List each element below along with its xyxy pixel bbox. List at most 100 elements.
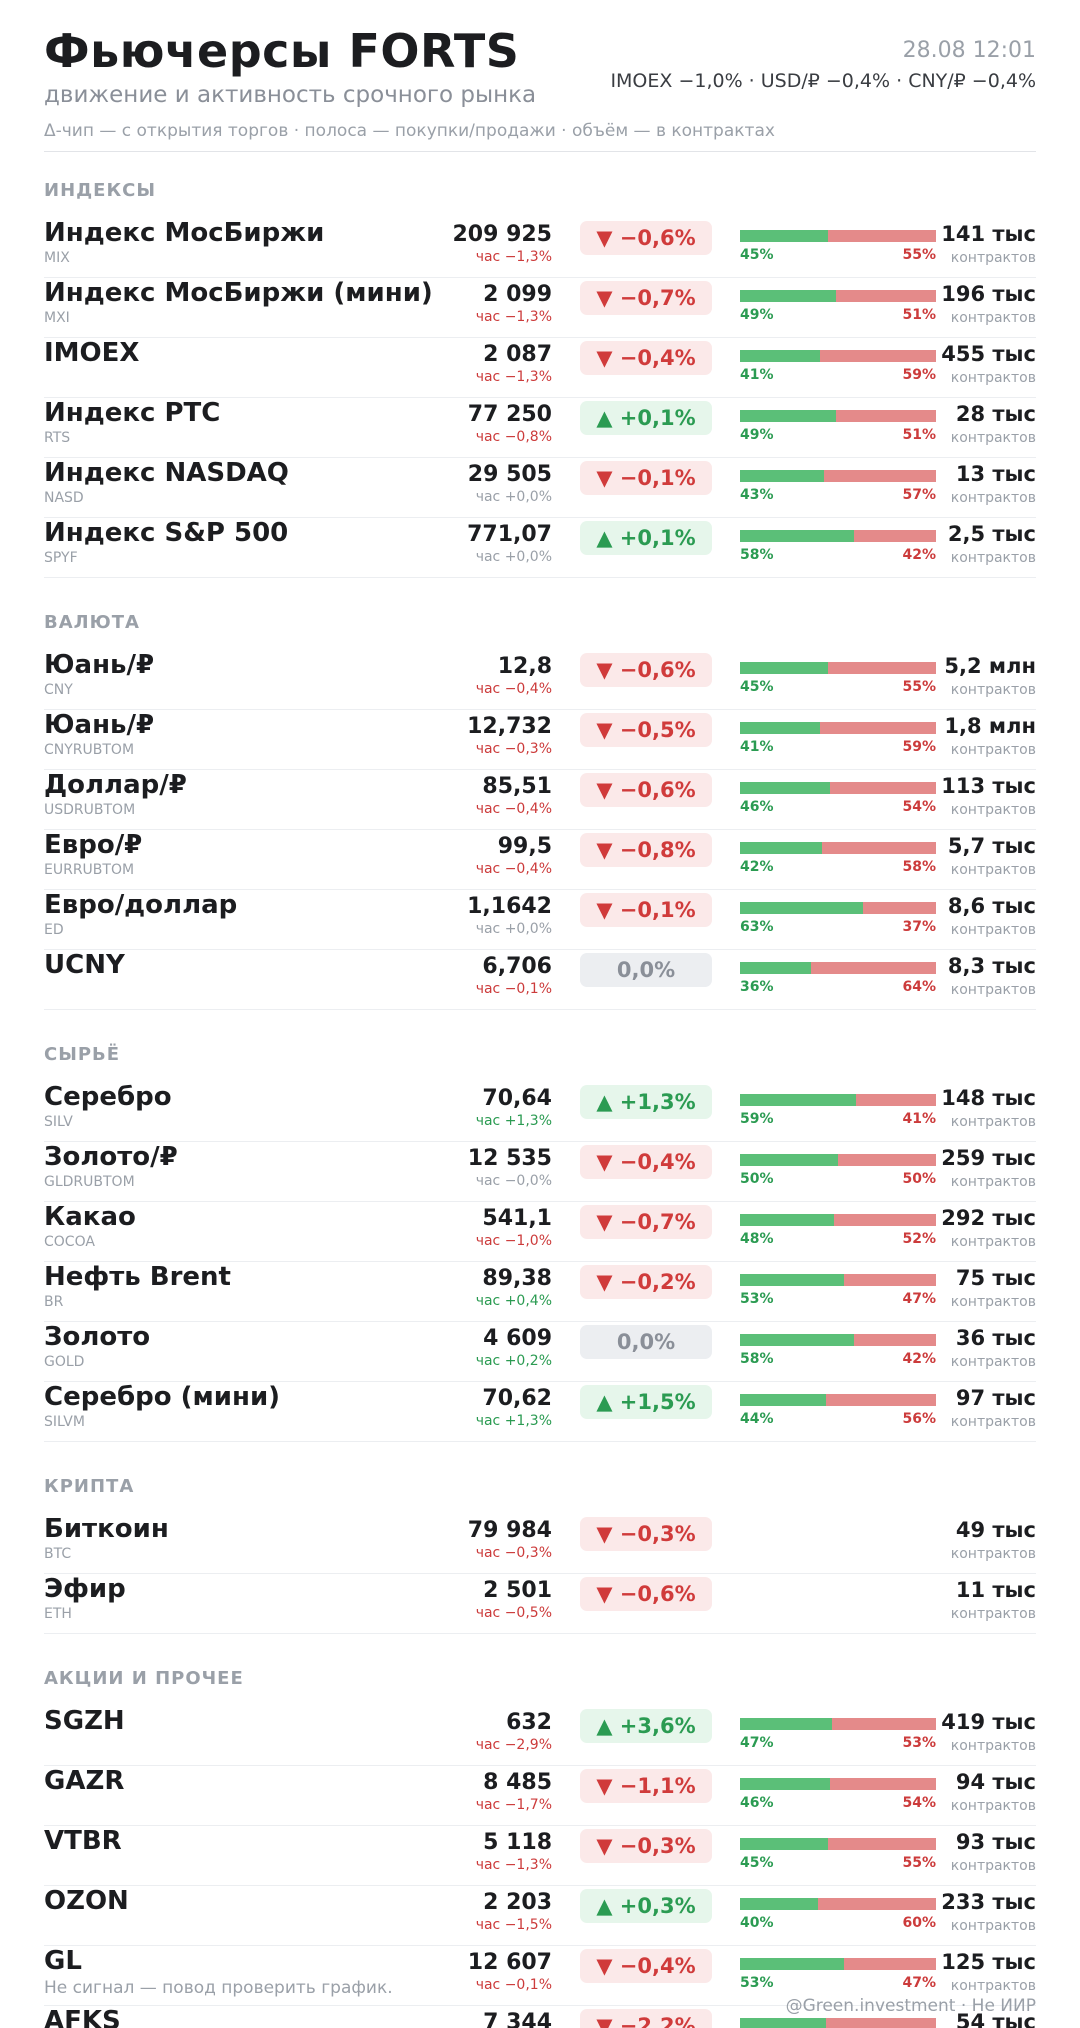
buy-sell-bar bbox=[740, 662, 936, 674]
instrument-ticker: CNY bbox=[44, 682, 73, 698]
buy-percent: 53% bbox=[740, 1975, 774, 1991]
hour-change: час −0,0% bbox=[475, 1173, 552, 1189]
buy-share-fill bbox=[740, 2018, 827, 2028]
delta-chip: ▼ −0,3% bbox=[580, 1517, 712, 1551]
page-title: Фьючерсы FORTS bbox=[44, 24, 520, 78]
last-price: 89,38 bbox=[482, 1266, 552, 1291]
buy-sell-bar bbox=[740, 782, 936, 794]
instrument-row: Золото GOLD 4 609 час +0,2% 0,0% 58% 42% 36 тыс… bbox=[44, 1322, 1036, 1382]
volume-unit: контрактов bbox=[950, 1414, 1036, 1430]
instrument-name: Серебро (мини) bbox=[44, 1382, 281, 1412]
delta-chip: 0,0% bbox=[580, 953, 712, 987]
volume-unit: контрактов bbox=[950, 1114, 1036, 1130]
hour-change: час −1,5% bbox=[475, 1917, 552, 1933]
buy-sell-bar bbox=[740, 410, 936, 422]
volume-unit: контрактов bbox=[950, 1798, 1036, 1814]
instrument-row: Юань/₽ CNY 12,8 час −0,4% ▼ −0,6% 45% 55% 5,2 м… bbox=[44, 650, 1036, 710]
instrument-row: Серебро SILV 70,64 час +1,3% ▲ +1,3% 59% 41% 14… bbox=[44, 1082, 1036, 1142]
buy-sell-bar bbox=[740, 1898, 936, 1910]
instrument-ticker: GOLD bbox=[44, 1354, 85, 1370]
sell-percent: 50% bbox=[902, 1171, 936, 1187]
instrument-name: Золото/₽ bbox=[44, 1142, 178, 1172]
last-price: 209 925 bbox=[452, 222, 552, 247]
instrument-ticker: BTC bbox=[44, 1546, 72, 1562]
buy-sell-bar bbox=[740, 1394, 936, 1406]
hour-change: час +0,4% bbox=[475, 1293, 552, 1309]
hour-change: час −0,3% bbox=[475, 741, 552, 757]
instrument-row: Юань/₽ CNYRUBTOM 12,732 час −0,3% ▼ −0,5% 41%… bbox=[44, 710, 1036, 770]
buy-percent: 43% bbox=[740, 487, 774, 503]
instrument-row: IMOEX 2 087 час −1,3% ▼ −0,4% 41% 59% 455 тыс к… bbox=[44, 338, 1036, 398]
buy-sell-bar bbox=[740, 842, 936, 854]
buy-share-fill bbox=[740, 410, 837, 422]
section-heading: СЫРЬЁ bbox=[44, 1044, 121, 1065]
volume-value: 36 тыс bbox=[955, 1326, 1036, 1350]
footer-credit: @Green.investment · Не ИИР bbox=[785, 1996, 1036, 2016]
volume-value: 455 тыс bbox=[941, 342, 1036, 366]
instrument-row: Золото/₽ GLDRUBTOM 12 535 час −0,0% ▼ −0,4% 5… bbox=[44, 1142, 1036, 1202]
last-price: 2 087 bbox=[483, 342, 552, 367]
instrument-ticker: COCOA bbox=[44, 1234, 95, 1250]
delta-chip: ▲ +0,1% bbox=[580, 401, 712, 435]
instrument-name: Золото bbox=[44, 1322, 151, 1352]
instrument-ticker: SPYF bbox=[44, 550, 78, 566]
buy-sell-bar bbox=[740, 350, 936, 362]
buy-percent: 45% bbox=[740, 679, 774, 695]
buy-share-fill bbox=[740, 350, 821, 362]
buy-share-fill bbox=[740, 962, 811, 974]
instrument-name: VTBR bbox=[44, 1826, 122, 1856]
delta-chip: ▲ +1,3% bbox=[580, 1085, 712, 1119]
buy-sell-bar bbox=[740, 230, 936, 242]
volume-unit: контрактов bbox=[950, 310, 1036, 326]
last-price: 2 203 bbox=[483, 1890, 552, 1915]
instrument-row: VTBR 5 118 час −1,3% ▼ −0,3% 45% 55% 93 тыс кон… bbox=[44, 1826, 1036, 1886]
instrument-row: Какао COCOA 541,1 час −1,0% ▼ −0,7% 48% 52% 292… bbox=[44, 1202, 1036, 1262]
buy-percent: 36% bbox=[740, 979, 774, 995]
instrument-name: Индекс S&P 500 bbox=[44, 518, 289, 548]
instrument-row: Доллар/₽ USDRUBTOM 85,51 час −0,4% ▼ −0,6% 46… bbox=[44, 770, 1036, 830]
last-price: 70,62 bbox=[482, 1386, 552, 1411]
sell-percent: 37% bbox=[902, 919, 936, 935]
instrument-ticker: EURRUBTOM bbox=[44, 862, 135, 878]
instrument-row: Индекс S&P 500 SPYF 771,07 час +0,0% ▲ +0,1%… bbox=[44, 518, 1036, 578]
buy-percent: 41% bbox=[740, 739, 774, 755]
delta-chip: ▼ −0,6% bbox=[580, 653, 712, 687]
last-price: 12 535 bbox=[467, 1146, 552, 1171]
instrument-row: Нефть Brent BR 89,38 час +0,4% ▼ −0,2% 53% 47%… bbox=[44, 1262, 1036, 1322]
instrument-ticker: RTS bbox=[44, 430, 71, 446]
buy-percent: 59% bbox=[740, 1111, 774, 1127]
delta-chip: ▲ +3,6% bbox=[580, 1709, 712, 1743]
buy-share-fill bbox=[740, 470, 825, 482]
volume-value: 233 тыс bbox=[941, 1890, 1036, 1914]
buy-share-fill bbox=[740, 1778, 831, 1790]
last-price: 4 609 bbox=[483, 1326, 552, 1351]
sell-percent: 55% bbox=[902, 1855, 936, 1871]
last-price: 541,1 bbox=[482, 1206, 552, 1231]
buy-percent: 42% bbox=[740, 859, 774, 875]
hour-change: час −0,8% bbox=[475, 429, 552, 445]
volume-value: 13 тыс bbox=[955, 462, 1036, 486]
buy-percent: 44% bbox=[740, 1411, 774, 1427]
instrument-row: Евро/₽ EURRUBTOM 99,5 час −0,4% ▼ −0,8% 42% 58… bbox=[44, 830, 1036, 890]
buy-sell-bar bbox=[740, 902, 936, 914]
delta-chip: ▼ −2,2% bbox=[580, 2009, 712, 2028]
buy-sell-bar bbox=[740, 1778, 936, 1790]
hour-change: час −1,3% bbox=[475, 369, 552, 385]
instrument-ticker: NASD bbox=[44, 490, 84, 506]
macro-summary: IMOEX −1,0% · USD/₽ −0,4% · CNY/₽ −0,4% bbox=[610, 70, 1036, 92]
instrument-name: IMOEX bbox=[44, 338, 140, 368]
volume-value: 54 тыс bbox=[955, 2010, 1036, 2028]
last-price: 771,07 bbox=[467, 522, 552, 547]
timestamp: 28.08 12:01 bbox=[902, 38, 1036, 63]
sell-percent: 54% bbox=[902, 1795, 936, 1811]
sell-percent: 42% bbox=[902, 1351, 936, 1367]
page-subtitle: движение и активность срочного рынка bbox=[44, 82, 537, 108]
instrument-name: Биткоин bbox=[44, 1514, 169, 1544]
instrument-ticker: USDRUBTOM bbox=[44, 802, 136, 818]
last-price: 5 118 bbox=[483, 1830, 552, 1855]
buy-share-fill bbox=[740, 1334, 854, 1346]
hour-change: час +1,3% bbox=[475, 1413, 552, 1429]
instrument-row: Евро/доллар ED 1,1642 час +0,0% ▼ −0,1% 63% 37… bbox=[44, 890, 1036, 950]
sell-percent: 41% bbox=[902, 1111, 936, 1127]
volume-unit: контрактов bbox=[950, 1294, 1036, 1310]
